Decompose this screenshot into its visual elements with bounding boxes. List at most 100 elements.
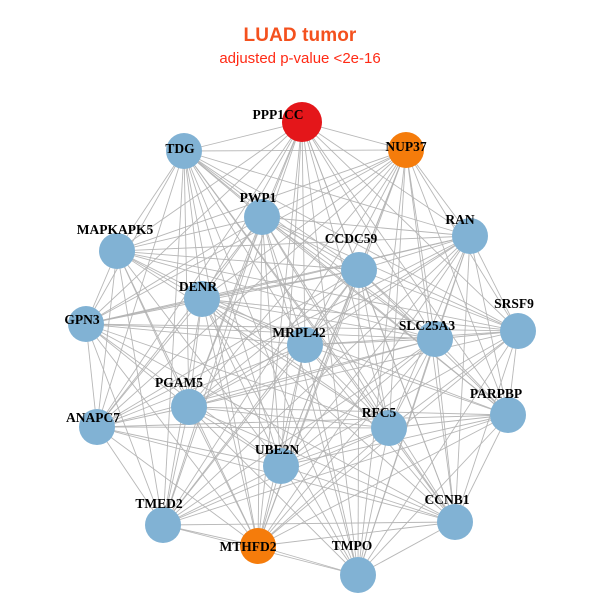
graph-edge xyxy=(201,298,390,429)
graph-node-tdg[interactable] xyxy=(166,133,202,169)
graph-edge xyxy=(257,414,509,547)
chart-title-block: LUAD tumor adjusted p-value <2e-16 xyxy=(0,26,600,67)
graph-edge xyxy=(85,323,164,526)
graph-edge xyxy=(162,150,185,526)
graph-edge xyxy=(183,121,303,152)
graph-edge xyxy=(96,344,306,428)
graph-node-mthfd2[interactable] xyxy=(240,528,276,564)
graph-edge xyxy=(388,414,509,429)
graph-edge xyxy=(85,298,203,325)
graph-node-denr[interactable] xyxy=(184,281,220,317)
graph-edge xyxy=(261,216,519,332)
graph-edge xyxy=(388,330,519,429)
graph-edge xyxy=(162,344,306,526)
graph-edge xyxy=(257,521,456,547)
graph-edge xyxy=(304,235,471,346)
graph-edge xyxy=(116,250,282,467)
graph-node-ccnb1[interactable] xyxy=(437,504,473,540)
graph-node-gpn3[interactable] xyxy=(68,306,104,342)
graph-node-label-mthfd2: MTHFD2 xyxy=(220,539,277,554)
graph-edge xyxy=(257,344,306,547)
graph-edge xyxy=(357,269,360,576)
graph-edge xyxy=(188,121,303,408)
graph-edge xyxy=(201,298,359,576)
graph-node-nup37[interactable] xyxy=(388,132,424,168)
chart-subtitle: adjusted p-value <2e-16 xyxy=(219,49,381,67)
graph-node-slc25a3[interactable] xyxy=(417,321,453,357)
graph-edge xyxy=(388,149,407,429)
graph-node-label-tmed2: TMED2 xyxy=(135,496,183,511)
graph-edge xyxy=(301,121,306,346)
graph-edge xyxy=(301,121,519,332)
graph-edge xyxy=(162,216,263,526)
graph-edge xyxy=(358,235,471,271)
graph-edge xyxy=(96,414,509,428)
graph-edge xyxy=(304,338,436,346)
graph-edge xyxy=(301,121,471,237)
graph-edge xyxy=(358,269,390,429)
graph-node-label-slc25a3: SLC25A3 xyxy=(399,318,456,333)
graph-edge xyxy=(85,150,185,325)
graph-node-ppp1cc[interactable] xyxy=(282,102,322,142)
graph-edge xyxy=(116,216,263,252)
graph-edge xyxy=(183,150,259,547)
graph-node-label-srsf9: SRSF9 xyxy=(494,296,534,311)
graph-edge xyxy=(280,344,306,467)
graph-edge xyxy=(188,269,360,408)
graph-node-ube2n[interactable] xyxy=(263,448,299,484)
graph-edge xyxy=(257,216,263,547)
graph-node-pgam5[interactable] xyxy=(171,389,207,425)
graph-edge xyxy=(188,406,390,429)
graph-node-tmed2[interactable] xyxy=(145,507,181,543)
graph-edge xyxy=(304,149,407,346)
graph-edge xyxy=(116,250,360,271)
graph-edge xyxy=(85,323,306,346)
graph-node-tmpo[interactable] xyxy=(340,557,376,593)
page-title: LUAD tumor xyxy=(243,25,357,46)
graph-edge xyxy=(280,121,303,467)
graph-node-pwp1[interactable] xyxy=(244,199,280,235)
graph-node-srsf9[interactable] xyxy=(500,313,536,349)
graph-node-ccdc59[interactable] xyxy=(341,252,377,288)
graph-edge xyxy=(280,338,436,467)
graph-node-label-ran: RAN xyxy=(445,212,474,227)
graph-edge xyxy=(261,216,471,237)
graph-edge xyxy=(188,338,436,408)
graph-edge xyxy=(85,323,259,547)
graph-edge xyxy=(201,149,407,300)
graph-edge xyxy=(183,150,190,408)
graph-edge xyxy=(96,426,259,547)
graph-edge xyxy=(183,150,203,300)
graph-edge xyxy=(116,250,519,332)
graph-node-mrpl42[interactable] xyxy=(287,327,323,363)
graph-edge xyxy=(201,298,259,547)
graph-edge xyxy=(85,323,190,408)
graph-edge xyxy=(188,406,456,523)
graph-edge xyxy=(183,150,306,346)
graph-node-label-anapc7: ANAPC7 xyxy=(66,410,120,425)
graph-node-anapc7[interactable] xyxy=(79,409,115,445)
graph-edge xyxy=(96,426,282,467)
graph-edge xyxy=(96,150,185,428)
graph-edge xyxy=(188,216,263,408)
graph-edge xyxy=(183,150,471,237)
graph-edge xyxy=(357,414,509,576)
graph-edge xyxy=(183,150,436,340)
graph-node-mapkapk5[interactable] xyxy=(99,233,135,269)
graph-edge xyxy=(357,521,456,576)
graph-node-label-denr: DENR xyxy=(179,279,218,294)
graph-edge xyxy=(405,149,436,340)
graph-edge xyxy=(261,216,360,271)
graph-edge xyxy=(454,414,509,523)
graph-edge xyxy=(96,426,164,526)
graph-edge xyxy=(280,330,519,467)
graph-node-ran[interactable] xyxy=(452,218,488,254)
graph-node-parpbp[interactable] xyxy=(490,397,526,433)
graph-edge xyxy=(405,149,509,416)
graph-edge xyxy=(96,338,436,428)
graph-edge xyxy=(116,235,471,252)
graph-node-rfc5[interactable] xyxy=(371,410,407,446)
graph-edge xyxy=(261,216,390,429)
